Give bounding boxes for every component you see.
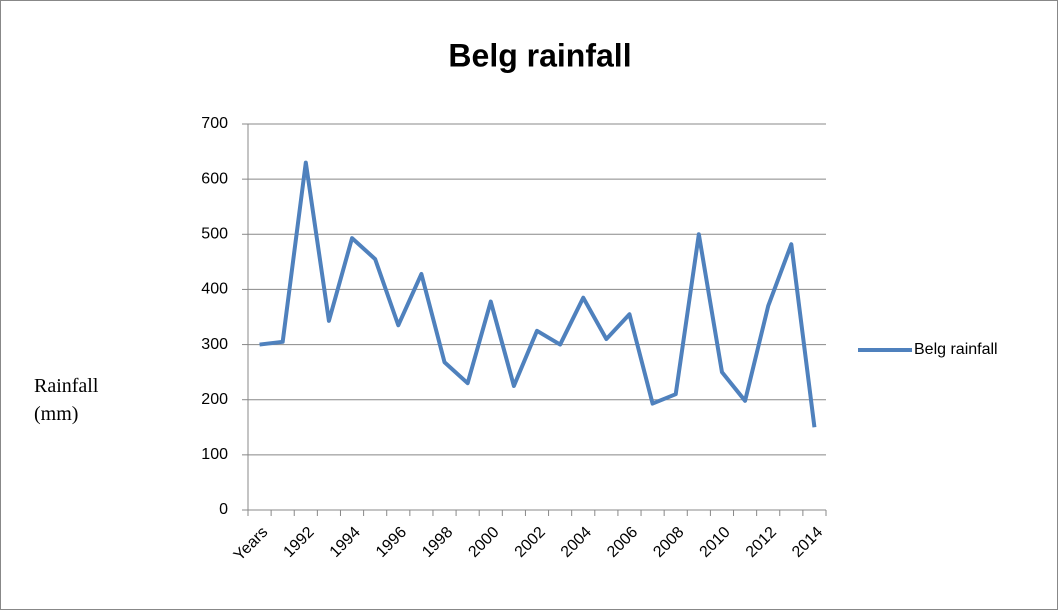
y-tick-label: 600 — [201, 170, 228, 187]
y-tick-label: 500 — [201, 226, 228, 243]
y-tick-label: 200 — [201, 391, 228, 408]
chart-title: Belg rainfall — [448, 37, 631, 73]
y-tick-label: 0 — [219, 501, 228, 518]
y-tick-label: 100 — [201, 446, 228, 463]
line-series — [259, 160, 817, 428]
y-tick-label: 400 — [201, 281, 228, 298]
legend-label: Belg rainfall — [914, 341, 998, 358]
y-tick-label: 300 — [201, 336, 228, 353]
y-tick-label: 700 — [201, 115, 228, 132]
y-axis-label: Rainfall (mm) — [34, 375, 99, 425]
